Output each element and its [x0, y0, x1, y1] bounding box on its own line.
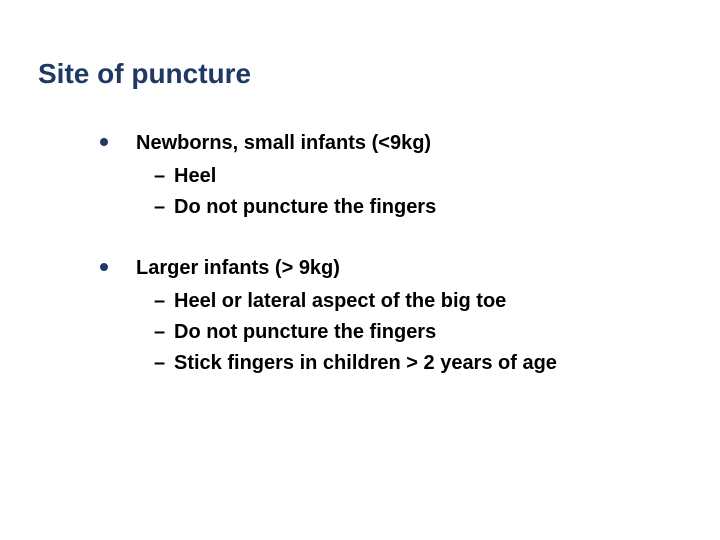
sub-text: Heel or lateral aspect of the big toe — [174, 288, 506, 315]
sub-item: – Do not puncture the fingers — [154, 194, 660, 221]
sub-item: – Heel — [154, 163, 660, 190]
slide-title: Site of puncture — [38, 58, 251, 90]
bullet-item: Larger infants (> 9kg) – Heel or lateral… — [100, 255, 660, 377]
bullet-text: Newborns, small infants (<9kg) — [136, 130, 431, 157]
sub-text: Heel — [174, 163, 216, 190]
dash-icon: – — [154, 288, 174, 315]
bullet-text: Larger infants (> 9kg) — [136, 255, 340, 282]
sub-list: – Heel or lateral aspect of the big toe … — [154, 288, 660, 377]
sub-item: – Heel or lateral aspect of the big toe — [154, 288, 660, 315]
bullet-row: Larger infants (> 9kg) — [100, 255, 660, 282]
sub-text: Stick fingers in children > 2 years of a… — [174, 350, 557, 377]
bullet-item: Newborns, small infants (<9kg) – Heel – … — [100, 130, 660, 221]
slide: Site of puncture Newborns, small infants… — [0, 0, 720, 540]
dash-icon: – — [154, 319, 174, 346]
slide-content: Newborns, small infants (<9kg) – Heel – … — [100, 130, 660, 411]
bullet-icon — [100, 263, 108, 271]
bullet-row: Newborns, small infants (<9kg) — [100, 130, 660, 157]
dash-icon: – — [154, 194, 174, 221]
sub-list: – Heel – Do not puncture the fingers — [154, 163, 660, 221]
dash-icon: – — [154, 163, 174, 190]
bullet-icon — [100, 138, 108, 146]
sub-text: Do not puncture the fingers — [174, 319, 436, 346]
dash-icon: – — [154, 350, 174, 377]
sub-text: Do not puncture the fingers — [174, 194, 436, 221]
sub-item: – Do not puncture the fingers — [154, 319, 660, 346]
sub-item: – Stick fingers in children > 2 years of… — [154, 350, 660, 377]
